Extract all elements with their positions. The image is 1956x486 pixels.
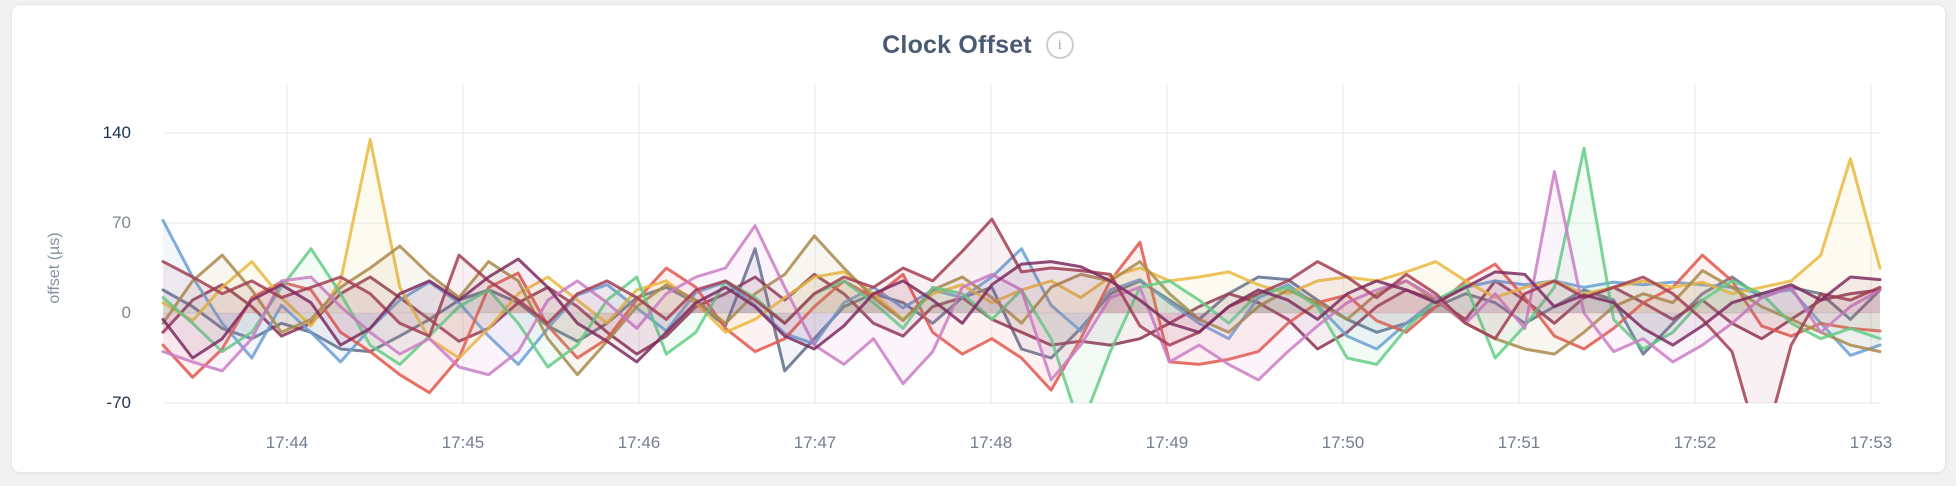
y-tick-label: 140 <box>102 123 131 142</box>
x-tick-label: 17:51 <box>1497 433 1541 452</box>
series-area-khaki <box>163 235 1880 375</box>
series-area-maroon <box>163 219 1880 403</box>
series-line-plum <box>161 257 1882 364</box>
x-tick-label: 17:47 <box>793 433 837 452</box>
y-tick-label: 0 <box>121 303 131 322</box>
series-area-plum <box>163 259 1880 362</box>
x-tick-label: 17:50 <box>1321 433 1365 452</box>
series-area-orchid <box>163 171 1880 384</box>
chart-card <box>11 4 1946 473</box>
info-icon[interactable]: i <box>1045 31 1074 59</box>
x-tick-label: 17:48 <box>969 433 1013 452</box>
series-line-blue <box>161 218 1882 366</box>
series-line-orchid <box>161 170 1882 386</box>
series-line-maroon <box>161 217 1882 403</box>
x-tick-label: 17:49 <box>1145 433 1189 452</box>
x-tick-label: 17:52 <box>1673 433 1717 452</box>
series-area-gold <box>163 139 1880 358</box>
series-area-salmon <box>163 242 1880 393</box>
x-tick-label: 17:44 <box>265 433 309 452</box>
y-tick-label: 70 <box>112 213 131 232</box>
series-area-wine <box>163 274 1880 355</box>
series-line-salmon <box>161 240 1882 395</box>
x-tick-label: 17:46 <box>617 433 661 452</box>
chart-header: Clock Offset i <box>0 28 1956 62</box>
x-tick-label: 17:45 <box>441 433 485 452</box>
chart-title: Clock Offset <box>882 30 1032 59</box>
y-tick-label: -70 <box>106 393 131 412</box>
x-tick-label: 17:53 <box>1849 433 1893 452</box>
